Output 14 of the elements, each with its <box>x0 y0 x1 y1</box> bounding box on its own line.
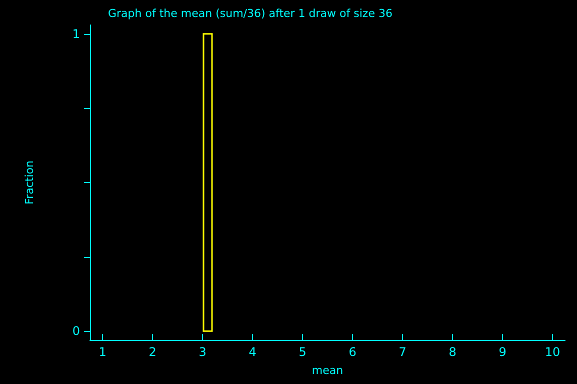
x-tick-label: 9 <box>498 345 506 359</box>
x-tick-label: 2 <box>148 345 156 359</box>
y-tick-label: 0 <box>72 324 80 338</box>
y-axis-title: Fraction <box>23 160 36 204</box>
x-tick-label: 4 <box>248 345 256 359</box>
x-axis-title: mean <box>312 364 344 377</box>
chart-title: Graph of the mean (sum/36) after 1 draw of size 36 <box>108 7 392 20</box>
x-tick-label: 5 <box>298 345 306 359</box>
x-tick-label: 8 <box>448 345 456 359</box>
x-tick-label: 6 <box>348 345 356 359</box>
x-tick-label: 3 <box>198 345 206 359</box>
x-tick-label: 7 <box>398 345 406 359</box>
x-tick-label: 1 <box>98 345 106 359</box>
x-tick-label: 10 <box>544 345 560 359</box>
